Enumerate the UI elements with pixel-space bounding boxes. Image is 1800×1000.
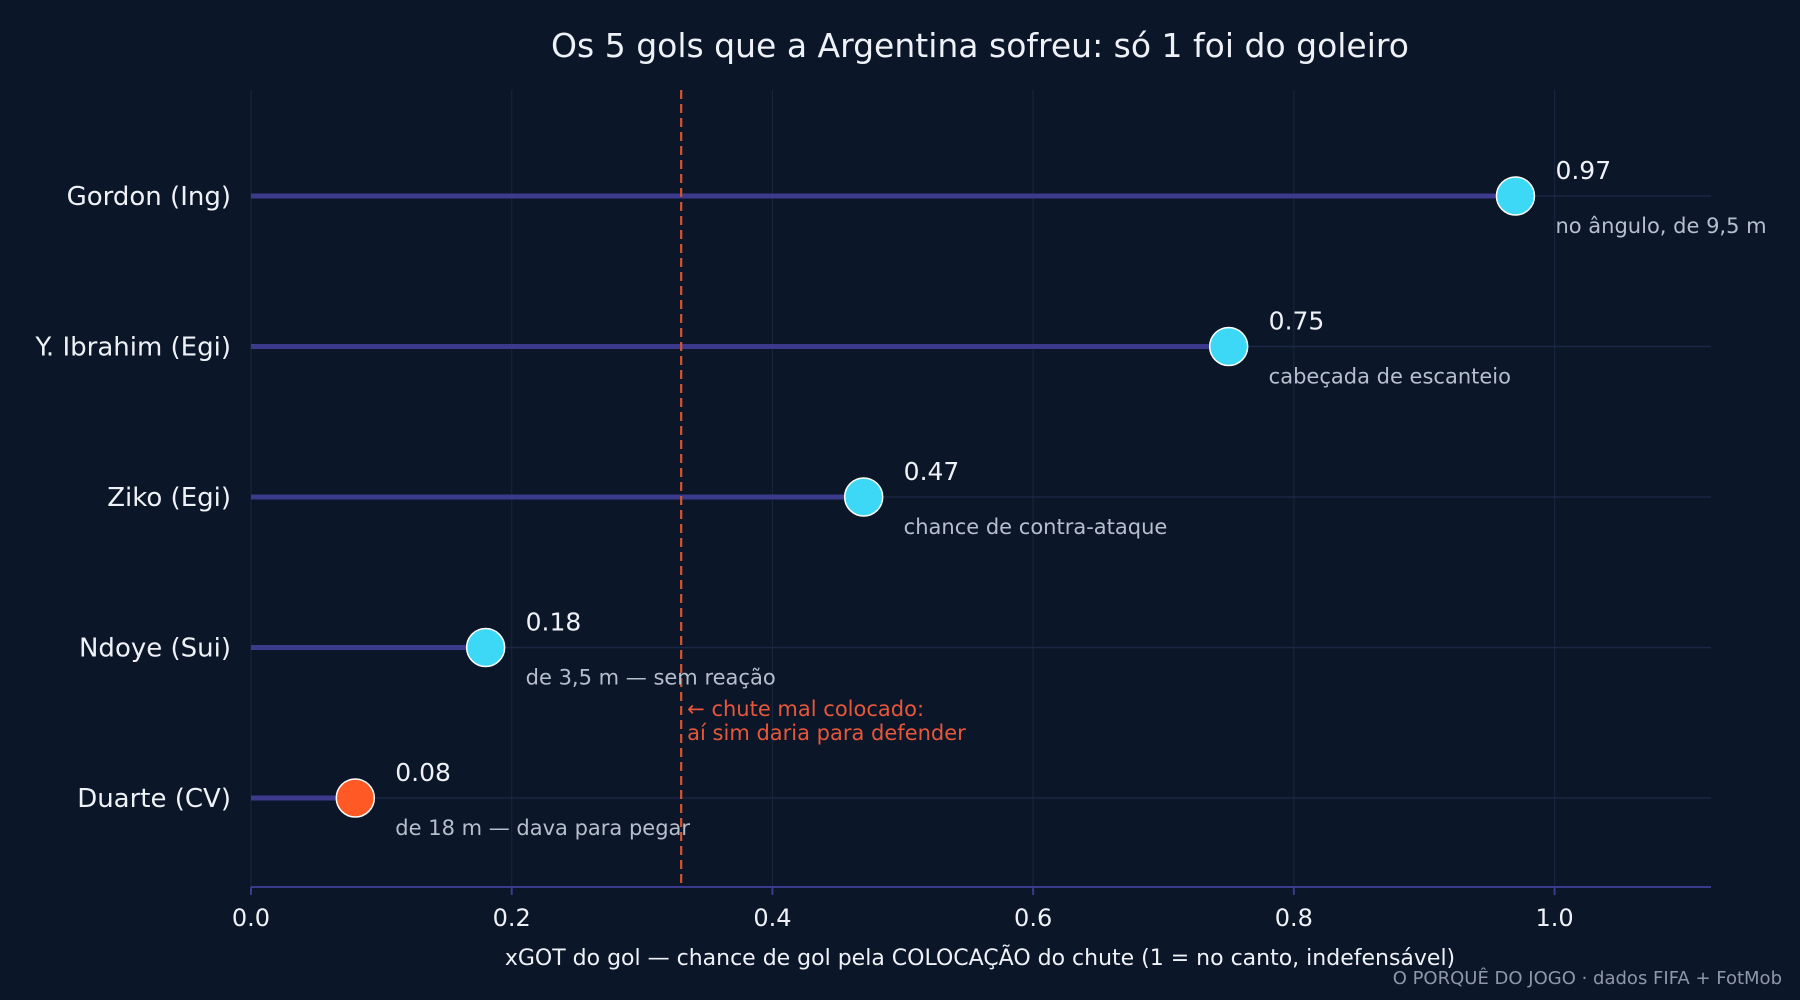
- value-label: 0.97: [1555, 156, 1611, 185]
- note-label: no ângulo, de 9,5 m: [1555, 214, 1766, 238]
- source-credit: O PORQUÊ DO JOGO · dados FIFA + FotMob: [1393, 967, 1782, 989]
- reference-line-group: ← chute mal colocado:aí sim daria para d…: [680, 90, 966, 887]
- lollipop-dot: [335, 778, 376, 818]
- note-label: de 18 m — dava para pegar: [395, 816, 690, 840]
- note-label: chance de contra-ataque: [904, 515, 1168, 539]
- y-axis: Gordon (Ing) Y. Ibrahim (Egi) Ziko (Egi) Nd…: [34, 182, 231, 814]
- data-labels: 0.97 no ângulo, de 9,5 m 0.75 cabeçada de e…: [395, 156, 1766, 840]
- value-label: 0.75: [1269, 307, 1325, 336]
- x-tick-label: 0.6: [1014, 904, 1052, 932]
- lollipop-dot: [1208, 326, 1249, 367]
- x-axis: 0.0 0.2 0.4 0.6 0.8 1.0: [232, 886, 1711, 932]
- value-label: 0.08: [395, 758, 451, 787]
- reference-annotation: aí sim daria para defender: [687, 721, 966, 745]
- grid-lines: [250, 90, 1711, 887]
- lollipop-dot: [843, 477, 884, 517]
- value-label: 0.18: [526, 608, 582, 637]
- category-label: Ndoye (Sui): [79, 634, 231, 664]
- chart-title: Os 5 gols que a Argentina sofreu: só 1 f…: [551, 26, 1409, 65]
- value-label: 0.47: [904, 457, 960, 486]
- x-tick-label: 0.2: [493, 904, 531, 932]
- category-label: Y. Ibrahim (Egi): [34, 333, 231, 363]
- category-label: Duarte (CV): [77, 784, 231, 814]
- x-tick-label: 0.8: [1275, 904, 1313, 932]
- lollipop-dots: [335, 176, 1536, 818]
- x-tick-label: 0.4: [753, 904, 791, 932]
- note-label: de 3,5 m — sem reação: [526, 666, 776, 690]
- category-label: Gordon (Ing): [67, 182, 231, 212]
- x-tick-label: 1.0: [1535, 904, 1573, 932]
- x-tick-label: 0.0: [232, 904, 270, 932]
- reference-annotation: ← chute mal colocado:: [687, 697, 924, 721]
- note-label: cabeçada de escanteio: [1269, 365, 1511, 389]
- category-label: Ziko (Egi): [107, 483, 231, 513]
- x-axis-title: xGOT do gol — chance de gol pela COLOCAÇ…: [505, 944, 1455, 971]
- lollipop-stems: [251, 193, 1516, 801]
- lollipop-dot: [465, 627, 506, 668]
- lollipop-dot: [1495, 176, 1536, 216]
